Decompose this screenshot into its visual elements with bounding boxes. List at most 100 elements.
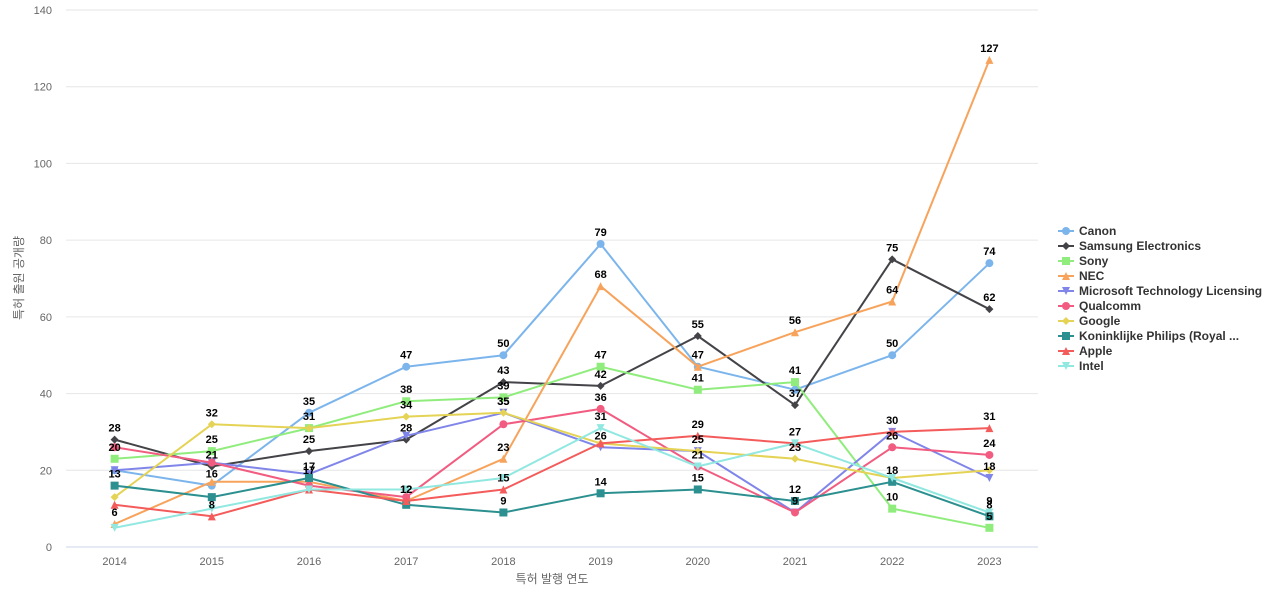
data-label: 21 <box>692 449 704 461</box>
legend-label: Canon <box>1079 224 1116 238</box>
data-label: 47 <box>692 350 704 362</box>
data-label: 9 <box>792 495 798 507</box>
data-point <box>207 458 216 467</box>
legend-label: Samsung Electronics <box>1079 239 1201 253</box>
series-line <box>114 258 990 468</box>
legend-marker <box>1062 272 1070 280</box>
data-label: 35 <box>497 396 509 408</box>
data-label: 35 <box>303 396 315 408</box>
data-label: 25 <box>206 434 218 446</box>
legend-item: Microsoft Technology Licensing <box>1058 284 1262 298</box>
data-point <box>888 427 897 436</box>
y-tick-label: 120 <box>34 82 52 94</box>
x-tick-label: 2019 <box>588 556 612 568</box>
data-label: 14 <box>594 476 607 488</box>
legend-marker <box>1062 242 1070 250</box>
data-point <box>888 255 897 264</box>
legend-label: Qualcomm <box>1079 299 1141 313</box>
legend-label: Koninklijke Philips (Royal ... <box>1079 329 1239 343</box>
data-label: 17 <box>303 465 315 477</box>
series-line <box>114 243 991 487</box>
data-label: 9 <box>500 495 506 507</box>
data-point <box>985 466 994 475</box>
data-point <box>693 385 702 394</box>
data-point <box>693 447 702 456</box>
data-label: 26 <box>594 430 606 442</box>
data-label: 35 <box>497 396 509 408</box>
series-line <box>114 59 991 525</box>
data-label: 8 <box>986 499 992 511</box>
data-label: 43 <box>497 365 509 377</box>
data-label: 16 <box>206 469 218 481</box>
data-point <box>985 508 994 517</box>
data-label: 32 <box>206 407 218 419</box>
data-label: 9 <box>986 495 992 507</box>
data-label: 28 <box>400 423 412 435</box>
y-tick-label: 140 <box>34 5 52 17</box>
data-point <box>499 420 508 429</box>
legend-item: NEC <box>1058 269 1105 283</box>
data-label: 127 <box>980 43 998 55</box>
data-label: 37 <box>789 388 801 400</box>
legend-marker <box>1062 287 1070 295</box>
data-label: 5 <box>986 511 992 523</box>
data-label: 10 <box>886 492 898 504</box>
legend-marker <box>1062 227 1070 235</box>
data-label: 30 <box>886 415 898 427</box>
data-point <box>402 397 411 406</box>
legend-item: Koninklijke Philips (Royal ... <box>1058 329 1239 343</box>
data-point <box>499 473 508 482</box>
data-point <box>499 351 508 360</box>
data-label: 34 <box>400 400 413 412</box>
data-point <box>110 481 119 490</box>
data-point <box>791 496 799 505</box>
x-tick-label: 2020 <box>686 556 710 568</box>
legend-label: Intel <box>1079 359 1104 373</box>
series-intel <box>110 424 994 532</box>
data-point <box>305 447 313 456</box>
series-google <box>110 408 994 502</box>
y-tick-label: 100 <box>34 158 52 170</box>
series-line <box>114 477 990 518</box>
legend-item: Qualcomm <box>1058 299 1141 313</box>
data-label: 25 <box>303 434 315 446</box>
data-label: 50 <box>886 338 898 350</box>
data-point <box>110 466 119 475</box>
data-label: 74 <box>983 246 996 258</box>
y-tick-label: 80 <box>40 235 52 247</box>
x-tick-label: 2021 <box>783 556 807 568</box>
data-point <box>207 512 216 521</box>
data-label: 42 <box>594 369 606 381</box>
legend-marker <box>1062 362 1070 370</box>
legend-marker <box>1062 347 1070 355</box>
data-labels: 16 35 47 50 79 50 74 28 21 25 28 43 42 55 37 75 62 20 25 31… <box>108 43 998 523</box>
series-line <box>114 427 990 529</box>
data-label: 26 <box>886 430 898 442</box>
data-label: 56 <box>789 315 801 327</box>
data-point <box>207 447 216 456</box>
data-point <box>596 489 605 498</box>
data-label: 12 <box>789 484 801 496</box>
y-axis-title: 특허 출원 공개량 <box>12 236 26 320</box>
data-label: 15 <box>692 472 704 484</box>
data-label: 41 <box>789 365 801 377</box>
data-point <box>402 496 411 505</box>
data-point <box>985 305 994 314</box>
data-point <box>985 259 994 268</box>
series-line <box>114 411 990 514</box>
data-label: 62 <box>983 292 995 304</box>
data-label: 55 <box>692 319 704 331</box>
data-point <box>499 508 508 517</box>
data-point <box>207 493 216 502</box>
legend-label: Google <box>1079 314 1121 328</box>
data-point <box>499 485 508 494</box>
data-point <box>499 378 508 387</box>
y-tick-label: 0 <box>46 542 52 554</box>
y-tick-label: 60 <box>40 312 52 324</box>
series-samsung-electronics <box>110 255 994 471</box>
data-label: 31 <box>594 411 606 423</box>
data-point <box>596 239 605 248</box>
y-tick-label: 20 <box>40 465 52 477</box>
data-point <box>985 55 994 64</box>
